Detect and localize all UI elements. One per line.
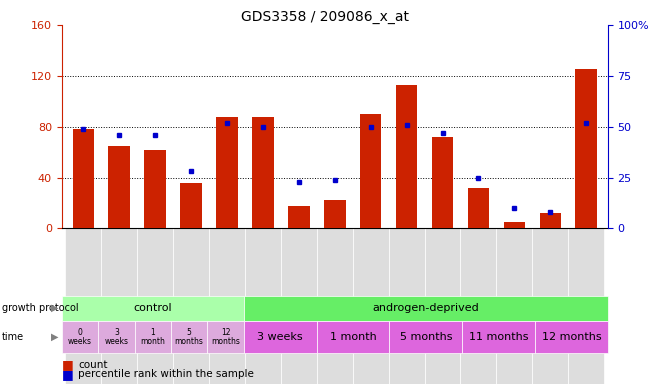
Bar — [540, 213, 561, 228]
Text: 3
weeks: 3 weeks — [105, 328, 128, 346]
FancyBboxPatch shape — [568, 228, 604, 384]
FancyBboxPatch shape — [460, 228, 497, 384]
FancyBboxPatch shape — [66, 228, 101, 384]
Bar — [504, 222, 525, 228]
Text: GDS3358 / 209086_x_at: GDS3358 / 209086_x_at — [241, 10, 409, 23]
Text: percentile rank within the sample: percentile rank within the sample — [78, 369, 254, 379]
FancyBboxPatch shape — [173, 228, 209, 384]
Bar — [180, 183, 202, 228]
Text: 5 months: 5 months — [400, 332, 452, 342]
Text: 12 months: 12 months — [541, 332, 601, 342]
Bar — [575, 70, 597, 228]
FancyBboxPatch shape — [137, 228, 173, 384]
Bar — [324, 200, 346, 228]
Text: androgen-deprived: androgen-deprived — [372, 303, 479, 313]
Text: 5
months: 5 months — [175, 328, 203, 346]
Bar — [252, 117, 274, 228]
Bar — [144, 150, 166, 228]
Bar — [109, 146, 130, 228]
Bar — [73, 129, 94, 228]
Text: 3 weeks: 3 weeks — [257, 332, 303, 342]
Text: 1
month: 1 month — [140, 328, 165, 346]
FancyBboxPatch shape — [353, 228, 389, 384]
FancyBboxPatch shape — [317, 228, 353, 384]
Bar — [216, 117, 238, 228]
FancyBboxPatch shape — [389, 228, 424, 384]
Text: 11 months: 11 months — [469, 332, 528, 342]
Bar — [432, 137, 453, 228]
FancyBboxPatch shape — [245, 228, 281, 384]
Text: ▶: ▶ — [51, 332, 58, 342]
Text: count: count — [78, 360, 107, 370]
Text: growth protocol: growth protocol — [2, 303, 79, 313]
Text: time: time — [2, 332, 24, 342]
FancyBboxPatch shape — [497, 228, 532, 384]
FancyBboxPatch shape — [209, 228, 245, 384]
FancyBboxPatch shape — [281, 228, 317, 384]
Text: 12
months: 12 months — [211, 328, 240, 346]
Text: ■: ■ — [62, 368, 73, 381]
FancyBboxPatch shape — [101, 228, 137, 384]
FancyBboxPatch shape — [532, 228, 568, 384]
Bar — [360, 114, 382, 228]
Text: ▶: ▶ — [51, 303, 58, 313]
Text: control: control — [133, 303, 172, 313]
Text: 1 month: 1 month — [330, 332, 376, 342]
Bar — [396, 85, 417, 228]
Bar — [467, 188, 489, 228]
Text: ■: ■ — [62, 358, 73, 371]
Bar — [288, 205, 309, 228]
FancyBboxPatch shape — [424, 228, 460, 384]
Text: 0
weeks: 0 weeks — [68, 328, 92, 346]
